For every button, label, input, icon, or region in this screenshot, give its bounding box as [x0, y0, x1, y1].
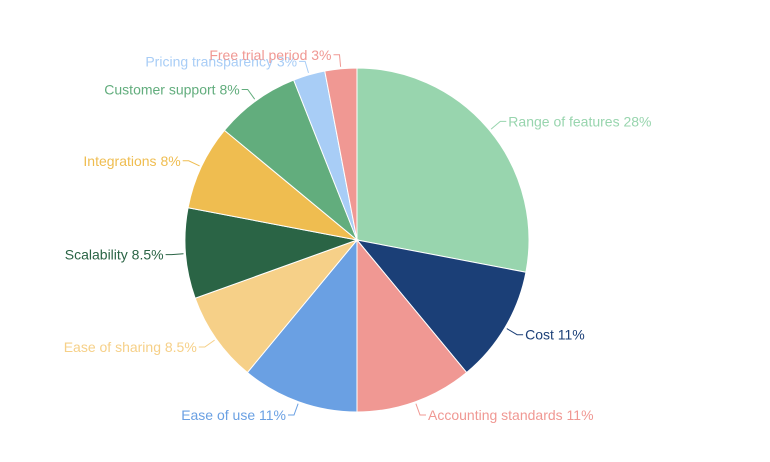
- pie-slice-scalability[interactable]: [184, 207, 359, 299]
- leader-line-customer-support: [241, 89, 256, 100]
- leader-line-integrations: [182, 160, 200, 167]
- pie-slice-ease-of-sharing[interactable]: [194, 238, 359, 374]
- leader-line-cost: [506, 328, 524, 336]
- leader-line-accounting-standards: [415, 403, 426, 416]
- leader-line-pricing-transparency: [299, 60, 309, 74]
- slice-label-customer-support: Customer support 8%: [104, 82, 239, 98]
- slice-label-scalability: Scalability 8.5%: [65, 247, 164, 263]
- pie-slice-accounting-standards[interactable]: [356, 238, 468, 413]
- slice-label-ease-of-sharing: Ease of sharing 8.5%: [64, 339, 197, 355]
- slice-label-ease-of-use: Ease of use 11%: [181, 407, 286, 423]
- slices-layer: [184, 67, 530, 413]
- pie-slice-free-trial-period[interactable]: [324, 67, 358, 241]
- slice-label-cost: Cost 11%: [525, 327, 585, 343]
- leader-line-scalability: [165, 253, 184, 256]
- pie-slice-cost[interactable]: [355, 239, 527, 374]
- leader-line-ease-of-sharing: [198, 339, 215, 348]
- slice-label-free-trial-period: Free trial period 3%: [209, 47, 331, 63]
- pie-slice-range-of-features[interactable]: [356, 67, 530, 273]
- slice-label-accounting-standards: Accounting standards 11%: [428, 407, 594, 423]
- leader-line-range-of-features: [490, 120, 507, 130]
- slice-label-integrations: Integrations 8%: [83, 153, 180, 169]
- leader-line-ease-of-use: [288, 403, 299, 416]
- slice-label-pricing-transparency: Pricing transparency 3%: [145, 53, 297, 69]
- leader-lines-layer: [165, 54, 524, 416]
- slice-labels-layer: Range of features 28% Cost 11% Accounting …: [64, 47, 652, 423]
- pie-slice-ease-of-use[interactable]: [246, 238, 358, 413]
- leader-line-free-trial-period: [333, 54, 342, 67]
- slice-label-range-of-features: Range of features 28%: [508, 113, 651, 129]
